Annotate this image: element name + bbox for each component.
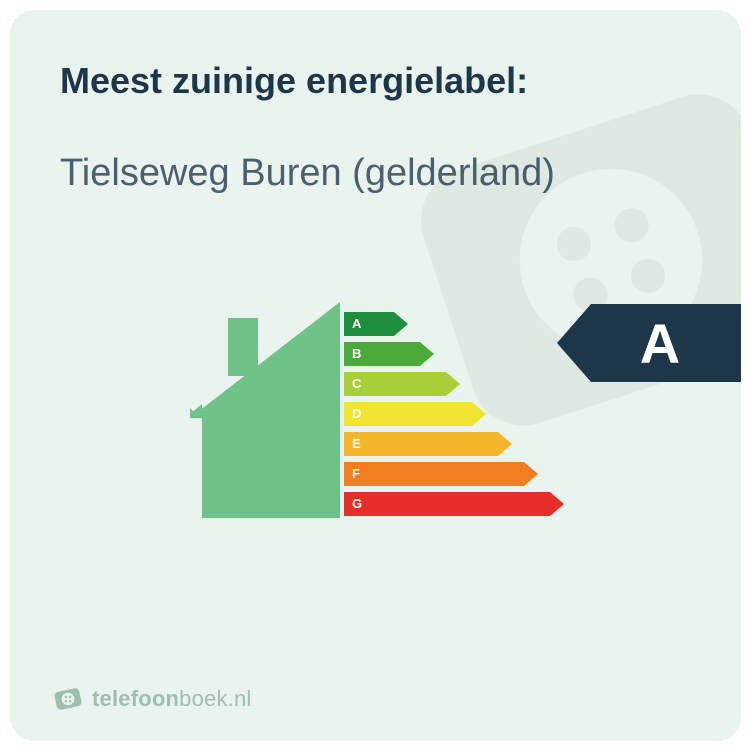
indicator-label: A — [591, 304, 741, 382]
energy-bar-label: D — [344, 402, 472, 426]
energy-bar-a: A — [344, 312, 564, 336]
brand-icon — [54, 685, 82, 713]
energy-bar-label: A — [344, 312, 394, 336]
energy-bar-label: E — [344, 432, 498, 456]
card: Meest zuinige energielabel: Tielseweg Bu… — [10, 10, 741, 741]
energy-bar-label: G — [344, 492, 550, 516]
bar-arrow-icon — [420, 342, 434, 366]
indicator-arrow-icon — [557, 304, 591, 382]
energy-bar-b: B — [344, 342, 564, 366]
rating-indicator: A — [557, 304, 741, 382]
energy-bar-g: G — [344, 492, 564, 516]
energy-bar-label: F — [344, 462, 524, 486]
energy-bar-d: D — [344, 402, 564, 426]
bar-arrow-icon — [472, 402, 486, 426]
energy-bar-c: C — [344, 372, 564, 396]
brand-light: boek — [179, 686, 228, 711]
bar-arrow-icon — [446, 372, 460, 396]
energy-chart: ABCDEFG — [60, 238, 691, 548]
footer-brand: telefoonboek.nl — [54, 685, 252, 713]
bar-arrow-icon — [394, 312, 408, 336]
house-icon — [190, 300, 340, 520]
energy-bar-label: C — [344, 372, 446, 396]
bar-arrow-icon — [498, 432, 512, 456]
bar-arrow-icon — [550, 492, 564, 516]
energy-bars: ABCDEFG — [344, 312, 564, 516]
brand-bold: telefoon — [92, 686, 179, 711]
brand-text: telefoonboek.nl — [92, 686, 252, 712]
bar-arrow-icon — [524, 462, 538, 486]
energy-bar-label: B — [344, 342, 420, 366]
energy-bar-e: E — [344, 432, 564, 456]
brand-suffix: .nl — [228, 686, 252, 711]
energy-bar-f: F — [344, 462, 564, 486]
